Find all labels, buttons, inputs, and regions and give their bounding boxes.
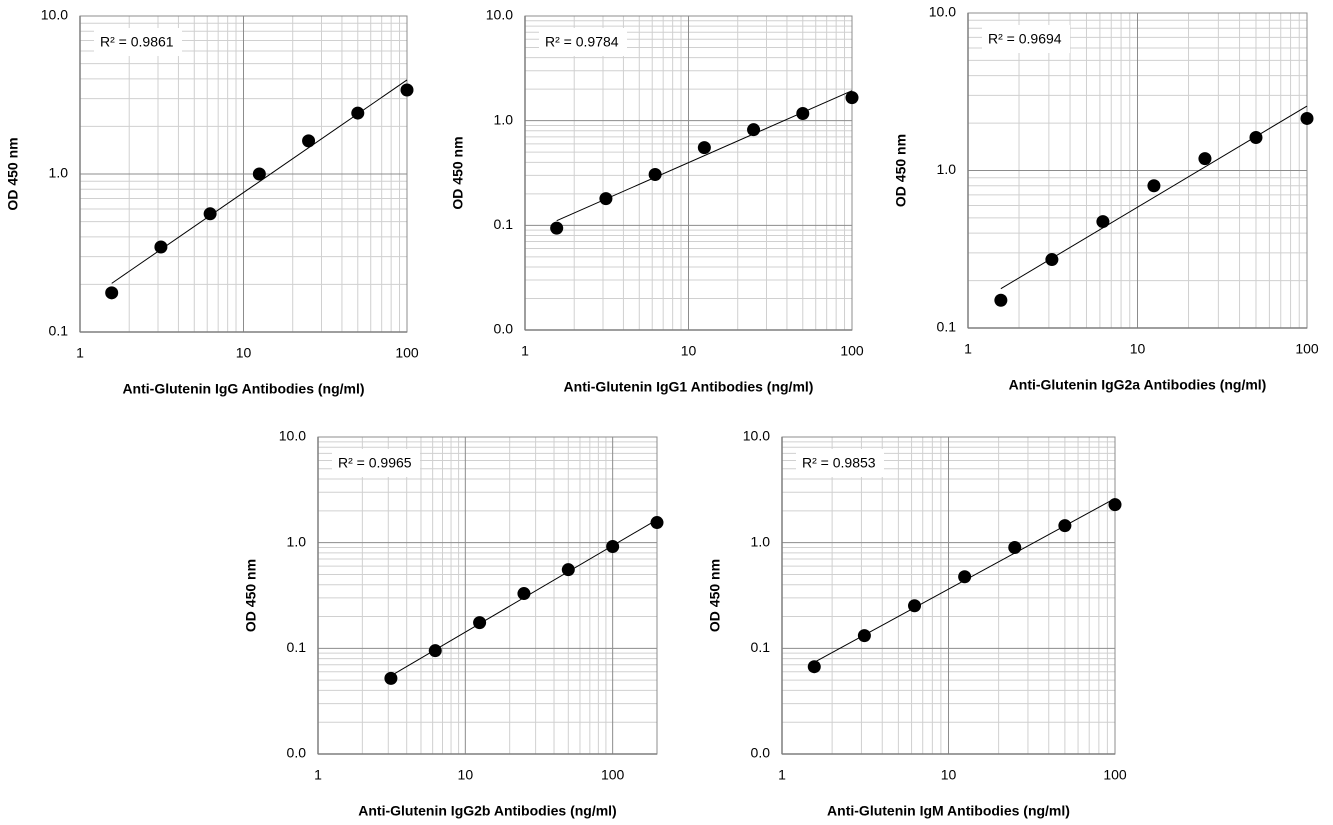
y-axis-title: OD 450 nm <box>5 137 21 210</box>
data-point <box>1147 179 1161 193</box>
y-tick-label: 10.0 <box>486 7 513 23</box>
data-point <box>1058 519 1072 533</box>
data-point <box>517 587 531 601</box>
data-point <box>1300 111 1314 125</box>
data-point <box>1198 152 1212 166</box>
data-point <box>747 123 761 137</box>
data-point <box>908 599 922 613</box>
data-point <box>203 207 217 221</box>
data-point <box>428 644 442 658</box>
data-point <box>1045 253 1059 267</box>
y-tick-label: 1.0 <box>751 533 771 549</box>
y-tick-label: 0.0 <box>287 745 307 761</box>
data-point <box>807 660 821 674</box>
data-point <box>650 516 664 530</box>
x-tick-label: 10 <box>941 767 957 783</box>
chart: 0.1 1.0 10.0 1 10 100 R² = 0.9861 Anti-Glutenin… <box>5 7 419 397</box>
annotation: R² = 0.9965 <box>338 455 412 471</box>
data-point <box>154 240 168 254</box>
annotation-box <box>94 28 182 56</box>
x-tick-label: 10 <box>236 345 252 361</box>
data-point <box>1008 541 1022 555</box>
data-point <box>1108 498 1122 512</box>
x-tick-label: 1 <box>76 345 84 361</box>
chart: 0.1 1.0 10.0 1 10 100 R² = 0.9694 Anti-Glutenin… <box>893 4 1319 393</box>
annotation-box <box>982 25 1070 53</box>
x-axis-title: Anti-Glutenin IgG Antibodies (ng/ml) <box>122 381 364 397</box>
x-tick-label: 10 <box>1130 341 1146 357</box>
data-point <box>252 167 266 181</box>
y-tick-label: 0.1 <box>49 323 69 339</box>
data-point <box>384 671 398 685</box>
annotation: R² = 0.9861 <box>100 34 174 50</box>
data-point <box>958 570 972 584</box>
chart: 0.0 0.1 1.0 10.0 1 10 100 R² = 0.9965 Anti-Glute… <box>243 428 664 819</box>
x-axis-title: Anti-Glutenin IgG2a Antibodies (ng/ml) <box>1009 377 1267 393</box>
y-tick-label: 10.0 <box>743 428 770 444</box>
y-axis-title: OD 450 nm <box>450 136 466 209</box>
data-point <box>796 107 810 121</box>
data-point <box>599 192 613 206</box>
annotation: R² = 0.9853 <box>802 455 876 471</box>
y-tick-label: 1.0 <box>937 161 957 177</box>
data-point <box>648 167 662 181</box>
data-point <box>845 91 859 105</box>
annotation-box <box>796 449 884 477</box>
y-tick-label: 1.0 <box>49 165 69 181</box>
y-tick-label: 0.1 <box>751 639 771 655</box>
annotation: R² = 0.9694 <box>988 31 1062 47</box>
data-point <box>400 83 414 97</box>
x-tick-label: 10 <box>681 343 697 359</box>
y-tick-label: 0.1 <box>494 216 514 232</box>
x-tick-label: 1 <box>778 767 786 783</box>
data-point <box>994 293 1008 307</box>
y-axis-title: OD 450 nm <box>707 559 723 632</box>
y-tick-label: 10.0 <box>41 7 68 23</box>
chart: 0.0 0.1 1.0 10.0 1 10 100 R² = 0.9853 Anti-Glute… <box>707 428 1127 819</box>
y-tick-label: 10.0 <box>279 428 306 444</box>
y-tick-label: 0.1 <box>937 319 957 335</box>
x-tick-label: 100 <box>395 345 419 361</box>
data-point <box>697 141 711 155</box>
y-axis-title: OD 450 nm <box>243 559 259 632</box>
x-tick-label: 100 <box>1103 767 1127 783</box>
x-tick-label: 100 <box>1295 341 1319 357</box>
y-tick-label: 1.0 <box>494 111 514 127</box>
data-point <box>473 616 487 630</box>
x-tick-label: 1 <box>314 767 322 783</box>
y-tick-label: 0.0 <box>751 745 771 761</box>
x-tick-label: 1 <box>521 343 529 359</box>
x-tick-label: 100 <box>601 767 625 783</box>
y-axis-title: OD 450 nm <box>893 134 909 207</box>
data-point <box>1096 215 1110 229</box>
x-tick-label: 1 <box>964 341 972 357</box>
annotation: R² = 0.9784 <box>545 34 619 50</box>
data-point <box>606 539 620 553</box>
annotation-box <box>539 28 627 56</box>
data-point <box>857 629 871 643</box>
y-tick-label: 0.1 <box>287 639 307 655</box>
annotation-box <box>332 449 420 477</box>
data-point <box>550 221 564 235</box>
y-tick-label: 1.0 <box>287 533 307 549</box>
x-axis-title: Anti-Glutenin IgG1 Antibodies (ng/ml) <box>564 379 814 395</box>
data-point <box>105 286 119 300</box>
chart: 0.0 0.1 1.0 10.0 1 10 100 R² = 0.9784 Anti-Glute… <box>450 7 864 395</box>
x-axis-title: Anti-Glutenin IgG2b Antibodies (ng/ml) <box>358 803 616 819</box>
x-axis-title: Anti-Glutenin IgM Antibodies (ng/ml) <box>827 803 1070 819</box>
data-point <box>1249 131 1263 145</box>
x-tick-label: 10 <box>458 767 474 783</box>
plot-area <box>318 437 657 754</box>
y-tick-label: 10.0 <box>929 4 956 20</box>
data-point <box>351 106 365 120</box>
y-tick-label: 0.0 <box>494 321 514 337</box>
data-point <box>302 134 316 148</box>
data-point <box>561 563 575 577</box>
x-tick-label: 100 <box>840 343 864 359</box>
